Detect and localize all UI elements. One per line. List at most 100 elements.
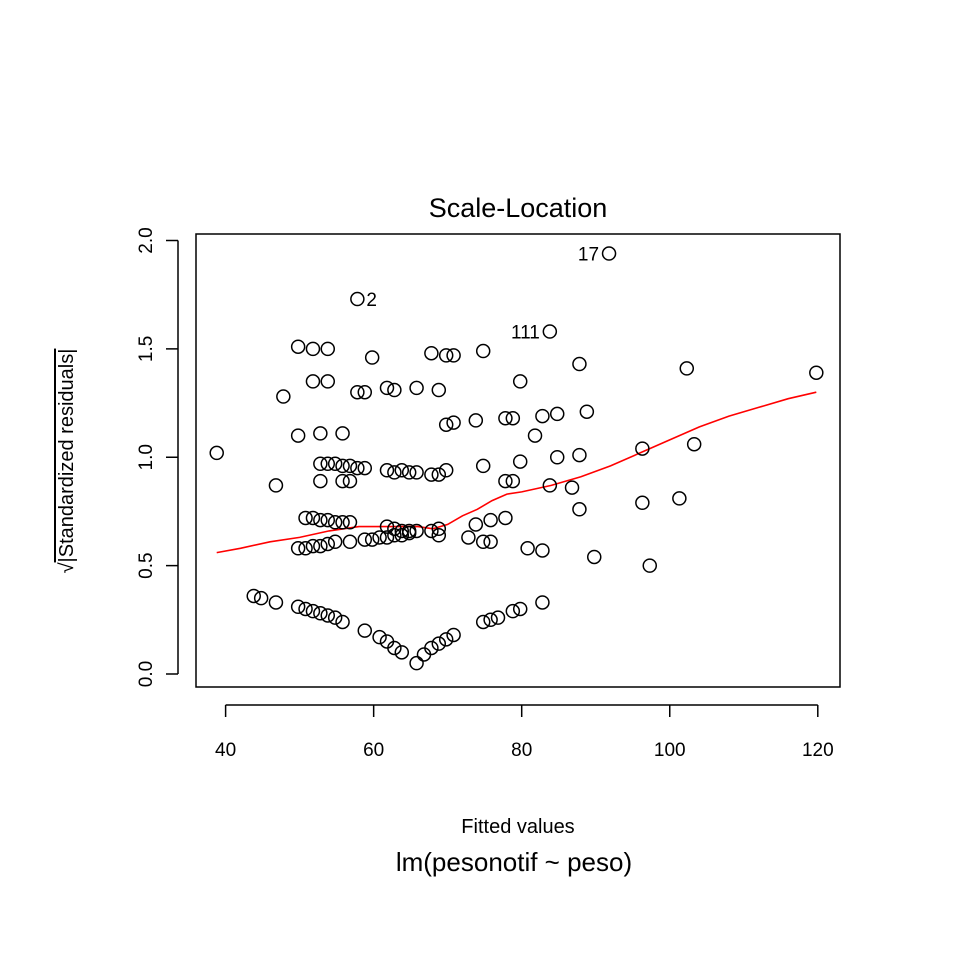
data-point <box>394 528 410 543</box>
data-point <box>387 382 402 398</box>
data-point <box>542 324 558 339</box>
data-point <box>505 473 521 489</box>
y-axis-label-text: |Standardized residuals| <box>56 349 78 563</box>
y-axis: 0.0 0.5 1.0 1.5 2.0 <box>136 227 179 687</box>
data-point <box>572 356 587 372</box>
x-axis: 40 60 80 100 120 <box>215 704 834 761</box>
data-point <box>498 473 513 489</box>
data-point <box>535 595 550 610</box>
data-point <box>313 426 328 441</box>
point-label: 111 <box>511 323 540 344</box>
residual-points <box>209 246 824 671</box>
data-point <box>387 528 402 543</box>
data-point <box>424 523 439 539</box>
data-point <box>290 541 306 556</box>
data-point <box>268 595 284 610</box>
data-point <box>364 532 380 547</box>
data-point <box>520 541 535 556</box>
data-point <box>327 534 343 550</box>
data-point <box>635 441 650 456</box>
data-point <box>431 521 447 537</box>
data-point <box>253 590 269 606</box>
data-point <box>424 640 439 656</box>
data-point <box>446 627 461 643</box>
data-point <box>483 612 498 628</box>
data-point <box>394 523 410 539</box>
data-point <box>372 629 387 645</box>
y-tick-label: 2.0 <box>136 227 157 253</box>
data-point <box>475 458 491 474</box>
data-point <box>446 415 461 430</box>
data-point <box>535 408 550 424</box>
data-point <box>313 512 328 528</box>
data-point <box>342 473 358 489</box>
data-point <box>512 601 528 617</box>
data-point <box>809 365 824 380</box>
data-point <box>527 428 543 443</box>
data-point <box>350 291 365 307</box>
data-point <box>424 345 439 361</box>
x-tick-label: 100 <box>654 740 686 761</box>
data-point <box>209 445 224 461</box>
data-point <box>409 655 424 671</box>
data-point <box>572 502 587 517</box>
y-axis-label: √|Standardized residuals| <box>56 349 78 574</box>
data-point <box>320 536 336 552</box>
data-point <box>305 374 321 389</box>
x-tick-label: 80 <box>511 740 532 761</box>
data-point <box>327 456 343 472</box>
chart-title: Scale-Location <box>429 193 608 223</box>
data-point <box>350 384 365 400</box>
data-point <box>387 465 402 480</box>
data-point <box>498 410 513 426</box>
data-point <box>505 410 521 426</box>
data-point <box>357 532 373 547</box>
data-point <box>268 478 284 493</box>
data-point <box>438 417 454 432</box>
data-point <box>579 404 595 419</box>
data-point <box>635 495 650 511</box>
data-point <box>431 467 447 482</box>
y-tick-label: 0.5 <box>136 552 157 578</box>
data-point <box>401 525 417 541</box>
data-point <box>305 510 321 526</box>
data-point <box>672 491 687 506</box>
data-point <box>372 530 387 545</box>
data-point <box>298 541 313 556</box>
data-point <box>379 380 395 396</box>
data-point <box>290 599 306 615</box>
data-point <box>431 382 447 398</box>
data-point <box>290 428 306 443</box>
data-point <box>364 350 380 365</box>
data-point <box>290 339 306 354</box>
data-point <box>438 348 454 363</box>
data-point <box>379 463 395 478</box>
data-point <box>357 623 373 638</box>
data-point <box>512 374 528 389</box>
data-point <box>313 538 328 554</box>
data-point <box>431 636 447 651</box>
data-point <box>313 456 328 472</box>
data-point <box>305 603 321 619</box>
data-point <box>320 456 336 472</box>
data-point <box>394 463 410 478</box>
data-point <box>335 515 350 530</box>
data-point <box>475 614 491 630</box>
data-point <box>394 645 410 660</box>
data-point <box>601 246 617 261</box>
data-point <box>313 606 328 621</box>
smooth-trend-line <box>216 391 817 554</box>
data-point <box>357 384 373 400</box>
data-point <box>342 458 358 474</box>
data-point <box>586 549 602 565</box>
data-point <box>438 632 454 647</box>
data-point <box>512 454 528 469</box>
data-point <box>564 480 580 495</box>
data-point <box>409 380 424 396</box>
svg-text:√|Standardized residuals|: √|Standardized residuals| <box>56 349 78 574</box>
data-point <box>350 460 365 476</box>
data-point <box>327 610 343 625</box>
data-point <box>679 361 695 376</box>
data-point <box>342 515 358 530</box>
